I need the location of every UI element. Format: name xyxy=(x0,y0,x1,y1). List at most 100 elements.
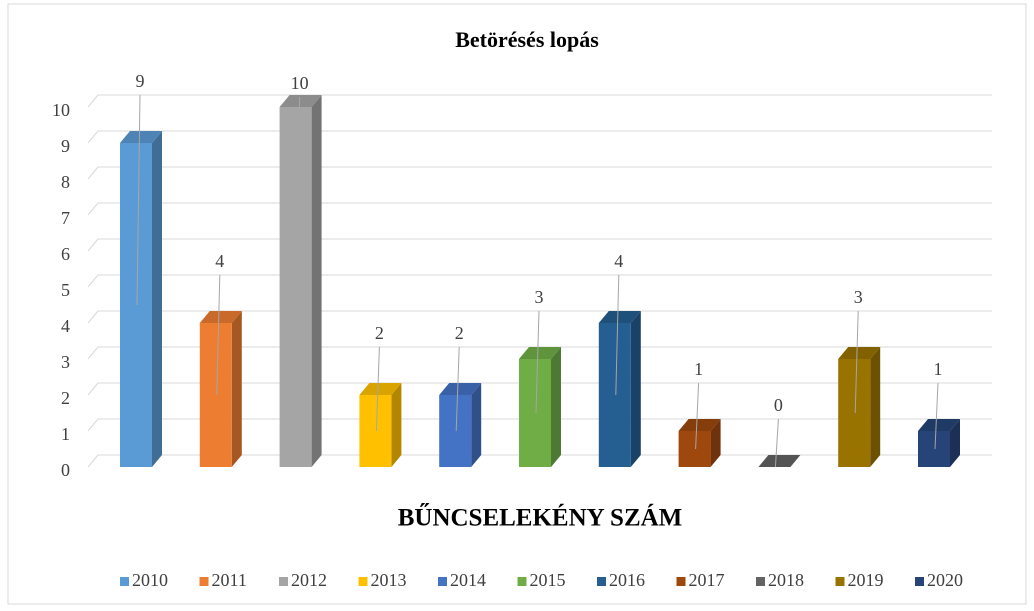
leader-line xyxy=(695,382,700,450)
data-label: 0 xyxy=(774,395,783,415)
legend-swatch xyxy=(199,577,209,586)
y-tick-label: 2 xyxy=(61,388,70,408)
legend-swatch xyxy=(915,577,924,586)
grid-line xyxy=(87,382,99,396)
grid-line xyxy=(87,238,99,252)
bar xyxy=(120,143,152,467)
legend-swatch xyxy=(279,577,288,586)
legend-label: 2019 xyxy=(848,570,884,590)
legend-swatch xyxy=(120,577,129,586)
legend-label: 2014 xyxy=(450,570,486,590)
bar xyxy=(519,359,551,467)
data-label: 1 xyxy=(934,359,943,379)
bar-top xyxy=(598,311,641,323)
bar-top xyxy=(439,383,482,395)
x-axis-title: BŰNCSELEKÉNY SZÁM xyxy=(398,503,683,532)
legend-label: 2013 xyxy=(371,570,407,590)
legend-label: 2015 xyxy=(530,570,566,590)
y-tick-label: 5 xyxy=(61,280,70,300)
bar-side xyxy=(471,383,482,467)
y-tick-label: 1 xyxy=(61,424,70,444)
grid-line xyxy=(87,310,99,324)
y-tick-label: 0 xyxy=(61,460,70,480)
data-label: 10 xyxy=(291,73,309,93)
bar-top xyxy=(120,131,162,143)
bar xyxy=(678,431,711,467)
bar-side xyxy=(391,383,402,467)
legend-label: 2012 xyxy=(291,570,327,590)
bar-top xyxy=(838,347,881,359)
data-label: 3 xyxy=(854,287,863,307)
grid-line xyxy=(87,130,99,144)
grid-line xyxy=(87,418,99,432)
bar-top xyxy=(678,419,721,431)
data-label: 3 xyxy=(535,287,544,307)
grid-line xyxy=(87,346,99,360)
leader-line xyxy=(296,96,301,288)
leader-line xyxy=(615,274,620,396)
bar xyxy=(439,395,472,467)
bar-side xyxy=(870,347,881,467)
leader-line xyxy=(216,274,221,396)
bar-side xyxy=(231,311,242,467)
grid-line xyxy=(87,274,99,288)
data-label: 9 xyxy=(136,71,145,91)
bar-top xyxy=(519,347,561,359)
bar-side xyxy=(950,419,960,467)
bar-side xyxy=(630,311,641,467)
grid-line xyxy=(87,202,99,216)
legend-swatch xyxy=(597,577,606,586)
data-label: 2 xyxy=(455,323,464,343)
legend-label: 2016 xyxy=(609,570,645,590)
bar-top xyxy=(918,419,960,431)
bar-side xyxy=(551,347,561,467)
bar-side xyxy=(311,95,322,467)
y-tick-label: 10 xyxy=(52,100,70,120)
data-label: 2 xyxy=(375,323,384,343)
grid-line xyxy=(87,166,99,180)
bar xyxy=(279,107,312,467)
leader-line xyxy=(854,310,859,414)
y-tick-label: 3 xyxy=(61,352,70,372)
bar xyxy=(199,323,232,467)
bar-side xyxy=(710,419,721,467)
legend-swatch xyxy=(517,577,527,586)
legend-swatch xyxy=(756,577,765,586)
bar xyxy=(598,323,631,467)
grid-line xyxy=(87,94,99,108)
legend-swatch xyxy=(358,577,368,586)
chart-title: Betörésés lopás xyxy=(455,27,599,52)
legend-label: 2018 xyxy=(768,570,804,590)
bar-top xyxy=(359,383,402,395)
bar xyxy=(359,395,392,467)
data-label: 4 xyxy=(614,251,623,271)
bar-side xyxy=(152,131,162,467)
legend-label: 2020 xyxy=(927,570,963,590)
data-label: 1 xyxy=(694,359,703,379)
leader-line xyxy=(934,382,939,450)
leader-line xyxy=(375,346,380,432)
y-tick-label: 8 xyxy=(61,172,70,192)
leader-line xyxy=(535,310,540,414)
bar xyxy=(838,359,871,467)
bar-top xyxy=(199,311,242,323)
legend-label: 2010 xyxy=(132,570,168,590)
leader-line xyxy=(774,418,779,468)
legend-swatch xyxy=(835,577,845,586)
y-tick-label: 7 xyxy=(61,208,70,228)
y-tick-label: 4 xyxy=(61,316,70,336)
bar xyxy=(918,431,950,467)
legend-label: 2017 xyxy=(689,570,725,590)
chart-border xyxy=(7,3,1027,605)
legend-label: 2011 xyxy=(212,570,247,590)
leader-line xyxy=(455,346,460,432)
legend-swatch xyxy=(676,577,686,586)
bar-top xyxy=(758,455,801,467)
legend-swatch xyxy=(438,577,447,586)
leader-line xyxy=(136,94,141,306)
y-tick-label: 9 xyxy=(61,136,70,156)
y-tick-label: 6 xyxy=(61,244,70,264)
bar-top xyxy=(279,95,322,107)
data-label: 4 xyxy=(215,251,224,271)
